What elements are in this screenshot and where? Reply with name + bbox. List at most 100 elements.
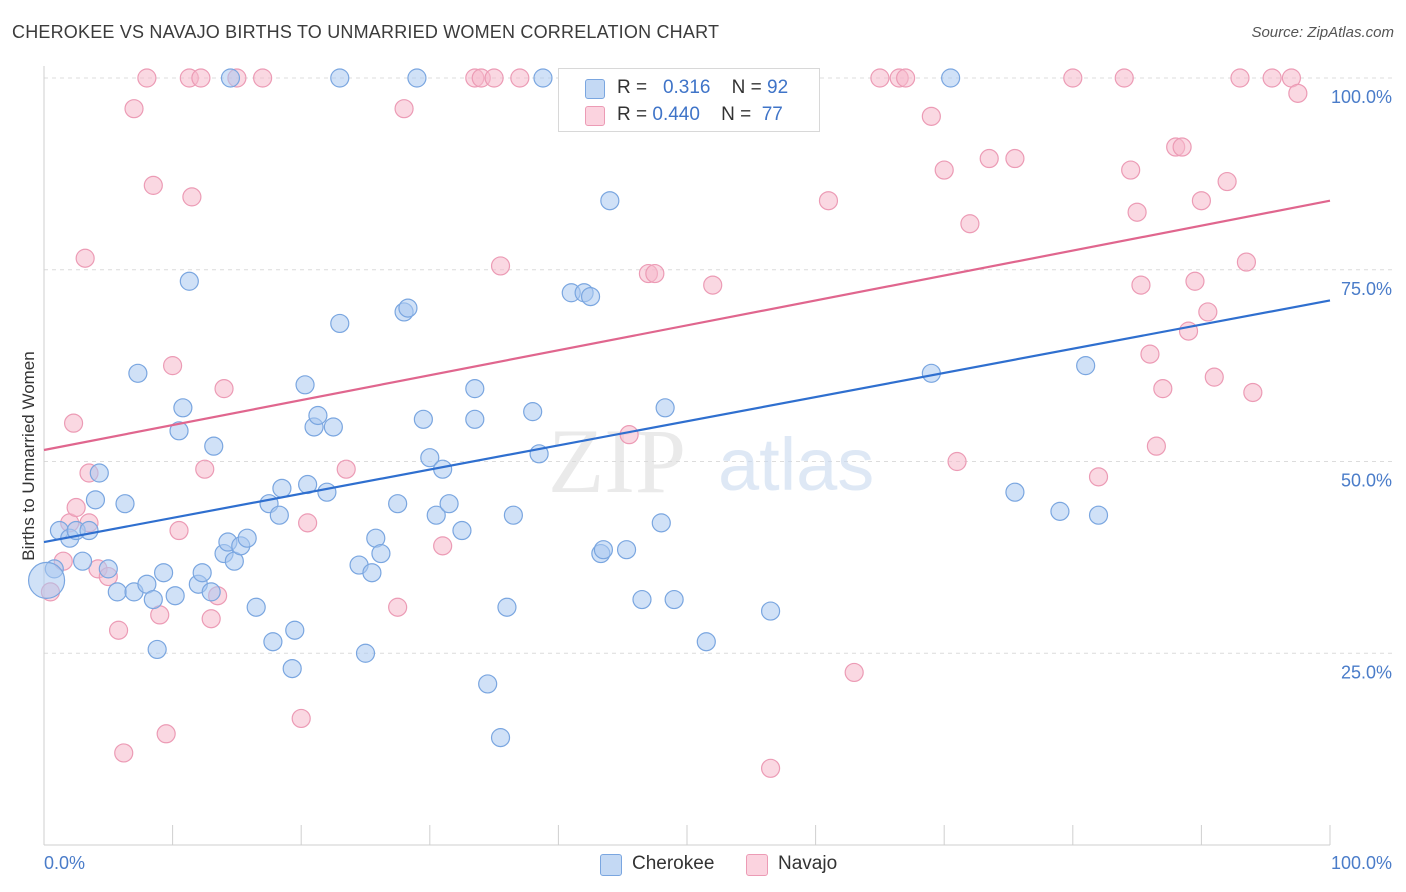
cherokee-point (490, 728, 511, 748)
cherokee-point (439, 494, 459, 514)
cherokee-point (285, 620, 305, 640)
navajo-point (1230, 68, 1250, 88)
x-tick-label-0: 0.0% (44, 853, 85, 873)
cherokee-point (593, 540, 614, 560)
navajo-point (1005, 148, 1025, 169)
cherokee-point (655, 398, 675, 418)
navajo-points (40, 68, 1308, 778)
y-tick-label-100: 100.0% (1331, 87, 1392, 107)
navajo-point (960, 214, 980, 234)
navajo-point (124, 99, 144, 119)
cherokee-point (192, 563, 212, 583)
cherokee-point (72, 551, 93, 571)
cherokee-point (165, 586, 185, 606)
cherokee-point (1088, 505, 1109, 525)
navajo-point (195, 459, 215, 479)
navajo-point (169, 520, 189, 541)
cherokee-point (478, 674, 498, 694)
navajo-point (156, 724, 176, 744)
cherokee-point (204, 436, 224, 456)
cherokee-point (246, 597, 266, 617)
navajo-point (844, 662, 864, 683)
cherokee-n-value: 92 (767, 77, 789, 98)
navajo-point (870, 68, 890, 88)
cherokee-point (128, 363, 148, 383)
cherokee-n-label: N = (731, 77, 762, 98)
cherokee-point (533, 68, 553, 88)
cherokee-point (1076, 356, 1096, 376)
bottom-cherokee-swatch (600, 854, 622, 876)
watermark-atlas: atlas (718, 423, 874, 506)
cherokee-point (107, 582, 127, 602)
bottom-cherokee-label: Cherokee (632, 853, 715, 874)
navajo-point (137, 68, 157, 88)
navajo-trend-line (43, 199, 1331, 452)
cherokee-point (452, 520, 472, 541)
x-tick-label-100: 100.0% (1331, 853, 1392, 873)
cherokee-point (169, 421, 189, 441)
cherokee-point (632, 589, 652, 610)
cherokee-point (263, 632, 283, 652)
navajo-point (510, 68, 530, 88)
cherokee-trend-line (43, 299, 1331, 544)
navajo-point (63, 413, 84, 433)
correlation-legend: R = 0.316 N = 92 R = 0.440 N = 77 (558, 68, 820, 132)
cherokee-points (27, 68, 1109, 748)
cherokee-point (616, 540, 637, 560)
navajo-point (182, 187, 202, 207)
cherokee-point (696, 632, 716, 652)
navajo-point (191, 68, 211, 88)
navajo-point (934, 160, 954, 180)
navajo-point (947, 451, 967, 472)
cherokee-point (173, 398, 193, 418)
navajo-point (291, 708, 311, 729)
cherokee-point (651, 513, 671, 533)
navajo-point (490, 256, 511, 276)
navajo-point (75, 248, 95, 268)
cherokee-point (600, 191, 620, 211)
navajo-point (484, 68, 504, 88)
chart-title: CHEROKEE VS NAVAJO BIRTHS TO UNMARRIED W… (12, 22, 720, 42)
navajo-point (143, 175, 163, 195)
navajo-point (1262, 68, 1282, 88)
navajo-point (66, 497, 86, 518)
axes (43, 66, 1331, 846)
navajo-point (114, 743, 134, 763)
navajo-point (760, 758, 781, 778)
gridlines (44, 77, 1392, 654)
cherokee-point (115, 494, 135, 514)
navajo-n-value: 77 (761, 104, 783, 125)
zipatlas-watermark: ZIP atlas (548, 410, 874, 512)
cherokee-point (465, 409, 485, 429)
navajo-point (645, 263, 665, 284)
navajo-point (896, 68, 916, 88)
navajo-point (298, 513, 318, 533)
cherokee-point (317, 482, 337, 502)
trend-lines (43, 199, 1331, 544)
navajo-point (394, 99, 414, 119)
cherokee-point (760, 601, 781, 621)
cherokee-point (465, 379, 485, 399)
cherokee-point (362, 563, 382, 583)
navajo-point (1088, 467, 1109, 487)
navajo-point (1146, 436, 1166, 456)
navajo-point (979, 148, 999, 169)
navajo-point (1131, 275, 1151, 295)
navajo-n-label: N = (721, 104, 752, 125)
cherokee-point (201, 582, 221, 602)
cherokee-point (413, 409, 433, 429)
navajo-point (1185, 271, 1205, 291)
bottom-navajo-label: Navajo (778, 853, 838, 874)
navajo-r-label: R = (617, 104, 648, 125)
navajo-point (1140, 344, 1160, 364)
navajo-point (108, 620, 129, 640)
navajo-point (1288, 83, 1308, 103)
tick-labels: 25.0% 50.0% 75.0% 100.0% 0.0% 100.0% (44, 87, 1392, 873)
navajo-point (921, 106, 941, 126)
y-tick-label-25: 25.0% (1341, 662, 1392, 682)
navajo-point (1114, 68, 1134, 88)
navajo-point (201, 609, 221, 629)
cherokee-point (323, 417, 343, 437)
cherokee-point (664, 589, 684, 610)
cherokee-swatch (585, 79, 605, 99)
